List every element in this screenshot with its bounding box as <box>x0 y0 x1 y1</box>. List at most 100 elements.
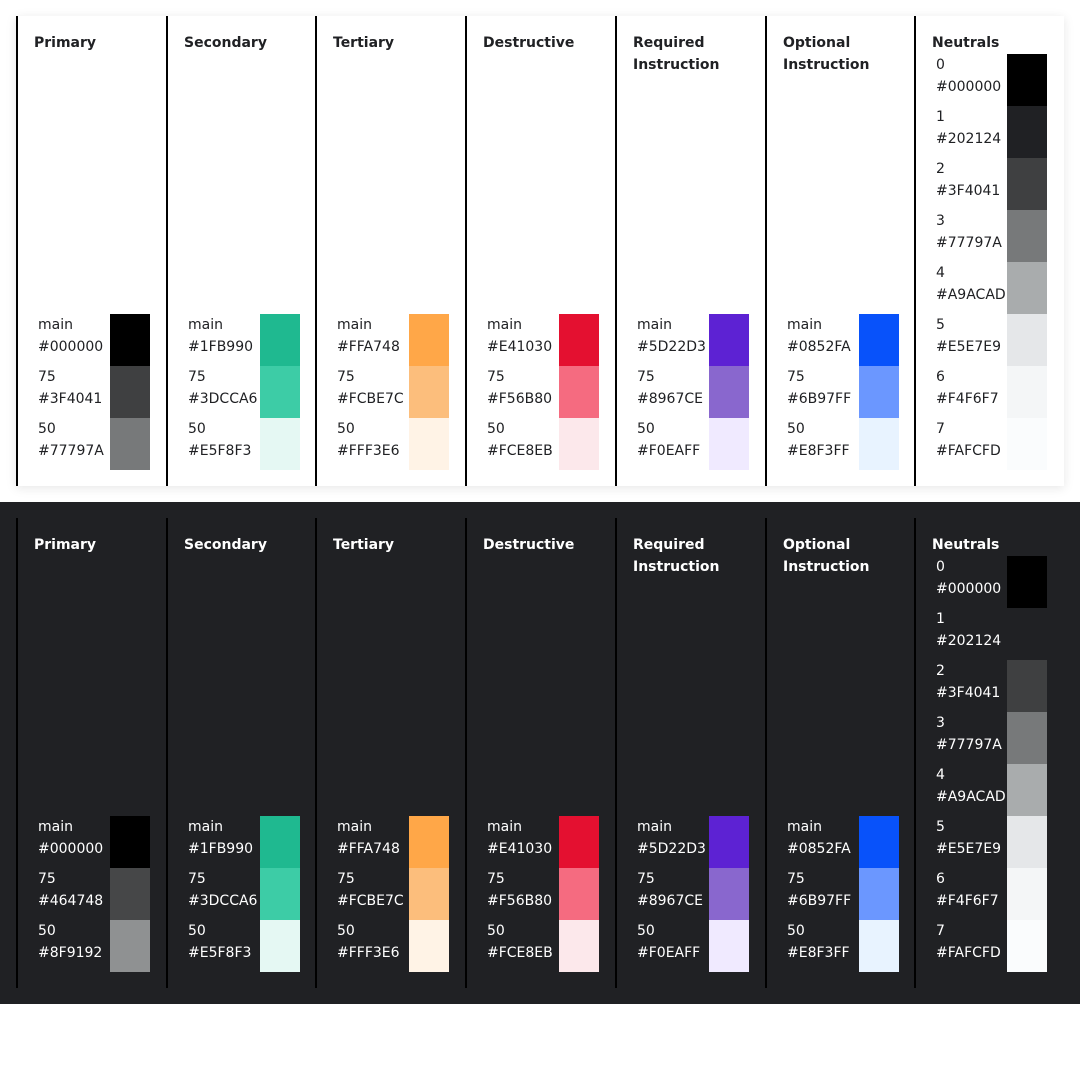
shade-name: 2 <box>936 663 945 679</box>
shade-hex: #202124 <box>936 633 1002 649</box>
shade-hex: #5D22D3 <box>637 339 706 355</box>
shade-hex: #77797A <box>936 737 1002 753</box>
shade-name: 75 <box>188 369 206 385</box>
color-swatch <box>859 314 899 366</box>
shade-name: main <box>188 317 223 333</box>
shade-hex: #1FB990 <box>188 339 254 355</box>
color-swatch <box>409 920 449 972</box>
shade-name: 75 <box>38 871 56 887</box>
shade-hex: #202124 <box>936 131 1002 147</box>
column-destructive: Destructive main #E41030 75 #F56B80 50 #FCE… <box>465 518 615 988</box>
shade-hex: #A9ACAD <box>936 789 1006 805</box>
shade-50: 50 #FFF3E6 <box>317 920 465 972</box>
shade-hex: #FFF3E6 <box>337 945 400 961</box>
shade-name: 5 <box>936 819 945 835</box>
column-title: Primary <box>34 537 97 553</box>
shade-name: 50 <box>787 421 805 437</box>
shade-name: 50 <box>487 923 505 939</box>
shade-name: 50 <box>787 923 805 939</box>
shade-75: 75 #8967CE <box>617 868 765 920</box>
column-title: Tertiary <box>333 35 395 51</box>
color-swatch <box>559 816 599 868</box>
color-swatch <box>709 418 749 470</box>
color-swatch <box>559 366 599 418</box>
shade-name: 2 <box>936 161 945 177</box>
column-neutrals: Neutrals 0 #000000 1 #202124 2 #3F4041 3 #77… <box>914 518 1064 988</box>
color-swatch <box>409 816 449 868</box>
shade-hex: #FCBE7C <box>337 893 404 909</box>
shade-name: main <box>787 317 822 333</box>
shade-main: main #E41030 <box>467 816 615 868</box>
shade-name: main <box>337 819 372 835</box>
color-swatch <box>859 920 899 972</box>
column-primary: Primary main #000000 75 #464748 50 #8F9192 <box>16 518 166 988</box>
color-swatch <box>859 418 899 470</box>
shade-hex: #77797A <box>38 443 104 459</box>
shade-name: 50 <box>637 421 655 437</box>
shade-hex: #F56B80 <box>487 391 553 407</box>
shade-hex: #E41030 <box>487 339 553 355</box>
shade-name: main <box>38 819 73 835</box>
shade-name: main <box>637 819 672 835</box>
shade-name: main <box>487 317 522 333</box>
shade-name: 1 <box>936 611 945 627</box>
neutral-0: 0 #000000 <box>916 556 1064 608</box>
dark-palette-board: Primary main #000000 75 #464748 50 #8F9192 … <box>16 518 1064 988</box>
shade-name: main <box>188 819 223 835</box>
shade-main: main #5D22D3 <box>617 816 765 868</box>
shade-hex: #8967CE <box>637 893 703 909</box>
color-swatch <box>1007 366 1047 418</box>
color-swatch <box>1007 660 1047 712</box>
shade-50: 50 #77797A <box>18 418 166 470</box>
shade-name: 50 <box>337 923 355 939</box>
column-secondary: Secondary main #1FB990 75 #3DCCA6 50 #E5F8F… <box>166 16 316 486</box>
shade-hex: #F4F6F7 <box>936 391 999 407</box>
color-swatch <box>1007 106 1047 158</box>
column-tertiary: Tertiary main #FFA748 75 #FCBE7C 50 #FFF3E6 <box>315 16 465 486</box>
shade-name: 75 <box>787 369 805 385</box>
neutral-4: 4 #A9ACAD <box>916 764 1064 816</box>
shade-hex: #E5F8F3 <box>188 443 252 459</box>
color-swatch <box>1007 54 1047 106</box>
color-swatch <box>709 868 749 920</box>
shade-name: 75 <box>787 871 805 887</box>
shade-main: main #FFA748 <box>317 816 465 868</box>
shade-name: 75 <box>188 871 206 887</box>
dark-theme-panel: Primary main #000000 75 #464748 50 #8F9192 … <box>0 502 1080 1004</box>
column-title: Optional Instruction <box>783 35 870 73</box>
shade-hex: #E8F3FF <box>787 443 850 459</box>
color-swatch <box>1007 764 1047 816</box>
light-palette-board: Primary main #000000 75 #3F4041 50 #77797A … <box>16 16 1064 486</box>
column-tertiary: Tertiary main #FFA748 75 #FCBE7C 50 #FFF3E6 <box>315 518 465 988</box>
neutral-7: 7 #FAFCFD <box>916 418 1064 470</box>
shade-main: main #E41030 <box>467 314 615 366</box>
shade-main: main #0852FA <box>767 314 915 366</box>
color-swatch <box>1007 158 1047 210</box>
shade-hex: #1FB990 <box>188 841 254 857</box>
shade-hex: #000000 <box>38 841 104 857</box>
shade-50: 50 #E5F8F3 <box>168 418 316 470</box>
shade-name: 3 <box>936 213 945 229</box>
shade-name: 50 <box>487 421 505 437</box>
shade-hex: #5D22D3 <box>637 841 706 857</box>
column-optional-instruction: Optional Instruction main #0852FA 75 #6B97… <box>765 16 915 486</box>
neutral-0: 0 #000000 <box>916 54 1064 106</box>
shade-name: 4 <box>936 265 945 281</box>
shade-75: 75 #464748 <box>18 868 166 920</box>
color-swatch <box>859 868 899 920</box>
shade-name: main <box>637 317 672 333</box>
column-title: Neutrals <box>932 35 1000 51</box>
color-swatch <box>409 868 449 920</box>
shade-75: 75 #F56B80 <box>467 366 615 418</box>
shade-hex: #000000 <box>936 581 1002 597</box>
color-swatch <box>409 366 449 418</box>
shade-75: 75 #8967CE <box>617 366 765 418</box>
shade-name: 0 <box>936 57 945 73</box>
shade-75: 75 #6B97FF <box>767 366 915 418</box>
shade-50: 50 #8F9192 <box>18 920 166 972</box>
shade-name: 75 <box>337 871 355 887</box>
color-swatch <box>260 314 300 366</box>
shade-name: main <box>787 819 822 835</box>
shade-name: 75 <box>38 369 56 385</box>
column-title: Required Instruction <box>633 35 720 73</box>
